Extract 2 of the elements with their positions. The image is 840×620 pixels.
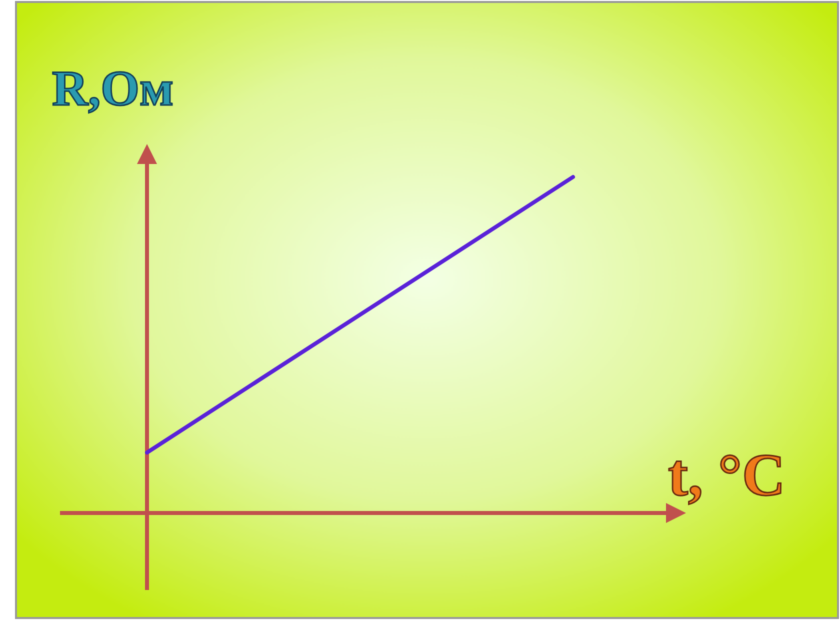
x-axis-title: t, °C — [668, 442, 786, 508]
y-axis-title: R,Ом — [52, 60, 174, 116]
